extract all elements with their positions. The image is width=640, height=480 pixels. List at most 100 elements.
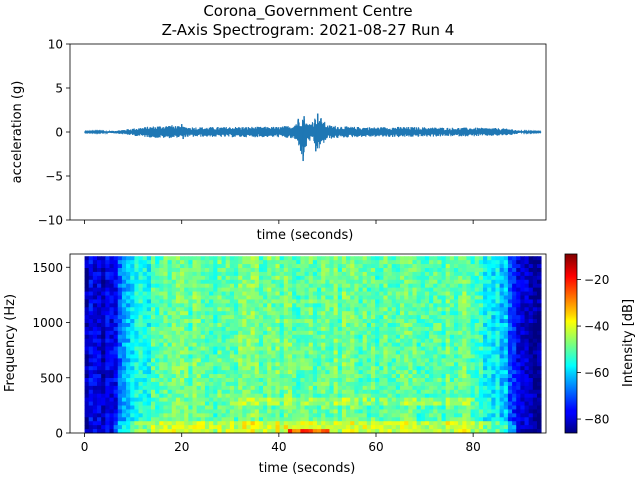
spectrogram-cell <box>325 311 330 316</box>
spectrogram-cell <box>346 405 351 410</box>
spectrogram-cell <box>308 358 314 363</box>
spectrogram-cell <box>333 303 339 308</box>
spectrogram-cell <box>229 389 235 395</box>
spectrogram-cell <box>437 413 442 418</box>
spectrogram-cell <box>312 264 318 269</box>
spectrogram-cell <box>155 256 160 261</box>
spectrogram-cell <box>429 405 434 410</box>
spectrogram-cell <box>512 330 517 336</box>
spectrogram-cell <box>495 330 501 336</box>
spectrogram-cell <box>292 362 297 367</box>
spectrogram-cell <box>180 358 185 363</box>
spectrogram-cell <box>113 346 119 351</box>
spectrogram-cell <box>213 421 218 426</box>
spectrogram-cell <box>333 334 339 340</box>
spectrogram-cell <box>159 389 164 395</box>
spectrogram-cell <box>138 323 144 328</box>
spectrogram-cell <box>470 334 476 340</box>
spectrogram-cell <box>433 354 438 359</box>
spectrogram-cell <box>329 283 335 289</box>
spectrogram-cell <box>321 315 326 320</box>
spectrogram-cell <box>213 275 218 281</box>
spectrogram-cell <box>142 385 148 391</box>
spectrogram-cell <box>317 374 322 379</box>
spectrogram-cell <box>275 256 281 261</box>
spectrogram-cell <box>346 401 351 406</box>
spectrogram-cell <box>246 287 251 292</box>
spectrogram-cell <box>258 256 264 261</box>
spectrogram-cell <box>209 268 214 273</box>
spectrogram-cell <box>424 370 430 375</box>
spectrogram-cell <box>225 275 231 281</box>
spectrogram-cell <box>101 319 106 324</box>
spectrogram-cell <box>474 405 480 410</box>
spectrogram-cell <box>536 330 542 336</box>
spectrogram-cell <box>462 378 467 383</box>
spectrogram-cell <box>387 311 393 316</box>
spectrogram-cell <box>499 268 505 273</box>
spectrogram-cell <box>366 295 372 300</box>
spectrogram-cell <box>200 397 206 402</box>
spectrogram-cell <box>424 381 430 387</box>
spectrogram-cell <box>225 350 231 355</box>
spectrogram-cell <box>196 311 202 316</box>
spectrogram-cell <box>283 330 289 336</box>
spectrogram-cell <box>329 256 335 261</box>
spectrogram-cell <box>275 346 281 351</box>
spectrogram-cell <box>424 326 430 332</box>
spectrogram-cell <box>362 381 368 387</box>
spectrogram-cell <box>354 315 359 320</box>
spectrogram-cell <box>478 291 484 296</box>
spectrogram-cell <box>275 319 281 324</box>
spectrogram-cell <box>387 319 393 324</box>
spectrogram-cell <box>362 413 368 418</box>
spectrogram-cell <box>175 295 181 300</box>
spectrogram-cell <box>491 350 496 355</box>
spectrogram-cell <box>536 295 542 300</box>
spectrogram-cell <box>238 287 243 292</box>
spectrogram-cell <box>105 385 110 391</box>
spectrogram-cell <box>321 326 326 332</box>
spectrogram-cell <box>453 405 459 410</box>
spectrogram-cell <box>333 346 339 351</box>
spectrogram-cell <box>478 256 484 261</box>
spectrogram-cell <box>404 381 409 387</box>
spectrogram-cell <box>395 268 401 273</box>
spectrogram-cell <box>138 405 144 410</box>
spectrogram-cell <box>337 413 343 418</box>
spectrogram-cell <box>254 303 260 308</box>
spectrogram-cell <box>458 413 463 418</box>
spectrogram-cell <box>321 291 326 296</box>
spectrogram-cell <box>292 268 297 273</box>
spectrogram-cell <box>84 358 90 363</box>
spectrogram-cell <box>279 413 285 418</box>
spectrogram-cell <box>246 326 251 332</box>
spectrogram-cell <box>296 271 301 277</box>
spectrogram-cell <box>516 405 521 410</box>
spectrogram-cell <box>221 256 227 261</box>
spectrogram-cell <box>358 413 364 418</box>
spectrogram-cell <box>383 381 388 387</box>
spectrogram-cell <box>341 319 347 324</box>
spectrogram-cell <box>317 319 322 324</box>
spectrogram-cell <box>466 421 471 426</box>
spectrogram-cell <box>134 362 139 367</box>
spectrogram-ytick-label: 0 <box>55 427 63 441</box>
spectrogram-cell <box>130 350 135 355</box>
spectrogram-cell <box>258 303 264 308</box>
spectrogram-cell <box>101 271 106 277</box>
spectrogram-cell <box>487 299 492 304</box>
spectrogram-cell <box>155 354 160 359</box>
spectrogram-cell <box>209 330 214 336</box>
spectrogram-cell <box>126 311 131 316</box>
spectrogram-cell <box>150 429 156 434</box>
spectrogram-cell <box>536 421 542 426</box>
spectrogram-cell <box>92 385 98 391</box>
spectrogram-cell <box>134 256 139 261</box>
spectrogram-cell <box>200 303 206 308</box>
spectrogram-cell <box>292 425 297 430</box>
spectrogram-cell <box>250 256 256 261</box>
spectrogram-cell <box>188 303 193 308</box>
spectrogram-cell <box>358 303 364 308</box>
spectrogram-cell <box>296 330 301 336</box>
